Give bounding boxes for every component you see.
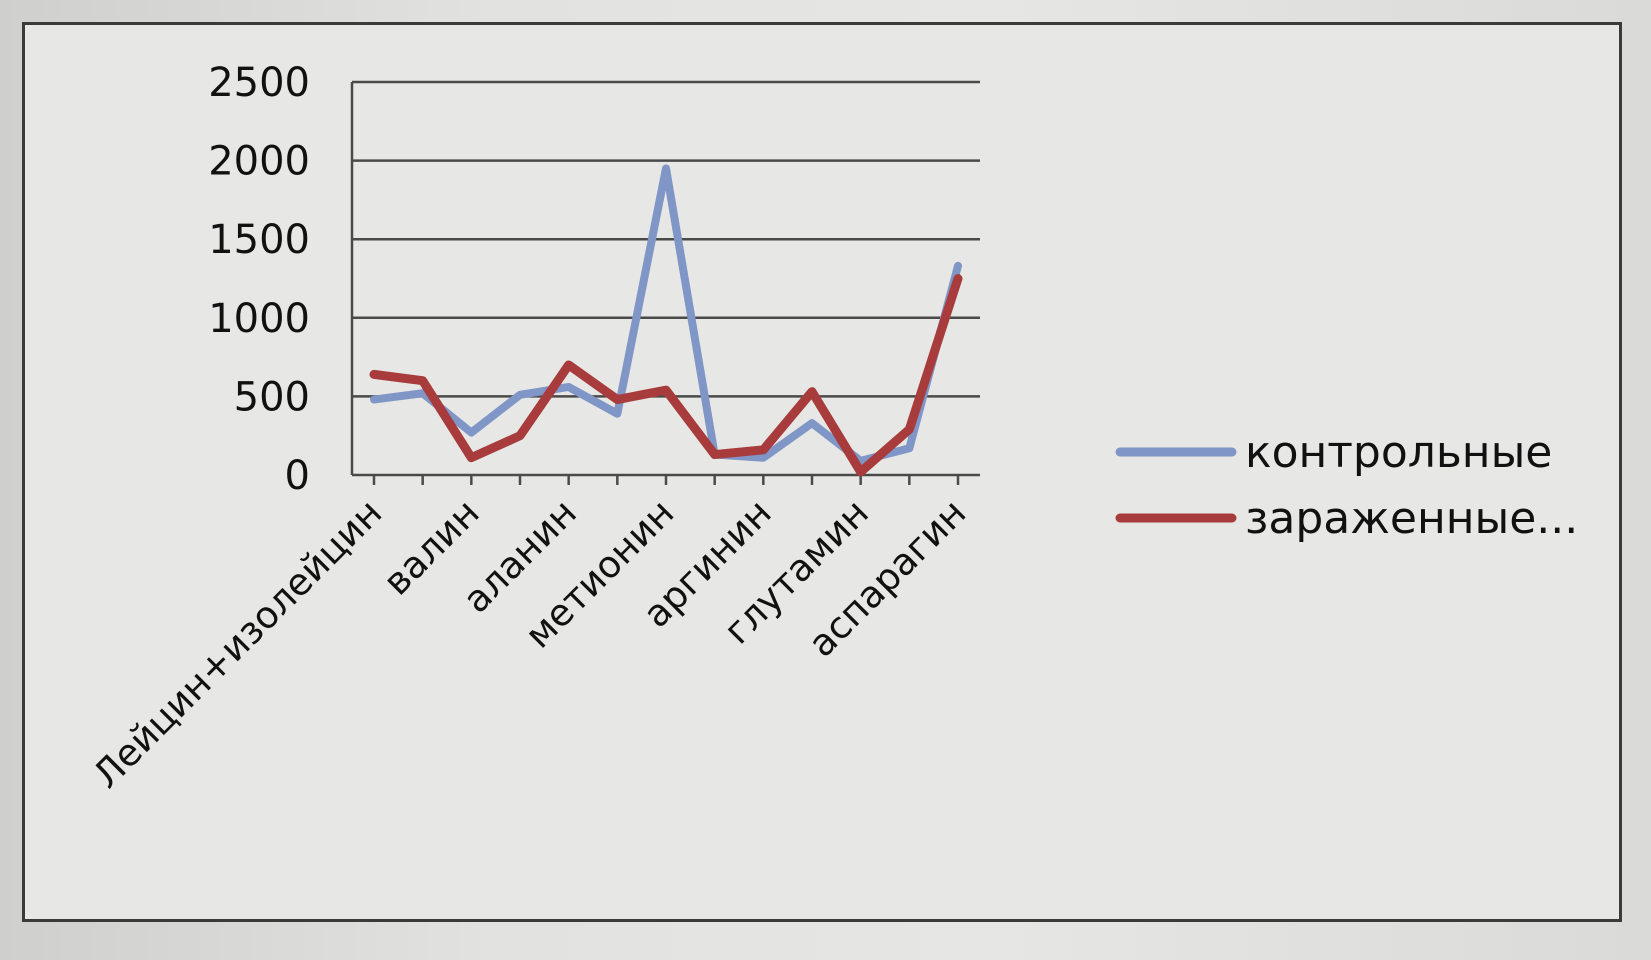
y-tick-label: 2000 <box>208 139 310 185</box>
legend: контрольные зараженные... <box>1115 427 1578 544</box>
y-tick-label: 2500 <box>208 60 310 106</box>
y-tick-label: 1000 <box>208 296 310 342</box>
x-axis-tick-labels: Лейцин+изолейцинвалиналанинметионинаргин… <box>85 491 975 797</box>
axes <box>350 82 980 485</box>
legend-label-1: зараженные... <box>1245 493 1578 544</box>
y-tick-label: 0 <box>285 453 310 499</box>
series-line-1 <box>369 274 963 477</box>
series-lines <box>369 164 963 477</box>
y-axis-tick-labels: 2500 2000 1500 1000 500 0 <box>208 60 310 499</box>
legend-label-0: контрольные <box>1245 427 1552 478</box>
series-line-0 <box>370 164 962 465</box>
y-tick-label: 500 <box>234 374 310 420</box>
y-tick-label: 1500 <box>208 217 310 263</box>
x-tick-label: Лейцин+изолейцин <box>85 491 391 797</box>
gridlines <box>352 80 980 398</box>
chart-frame <box>22 22 1622 922</box>
